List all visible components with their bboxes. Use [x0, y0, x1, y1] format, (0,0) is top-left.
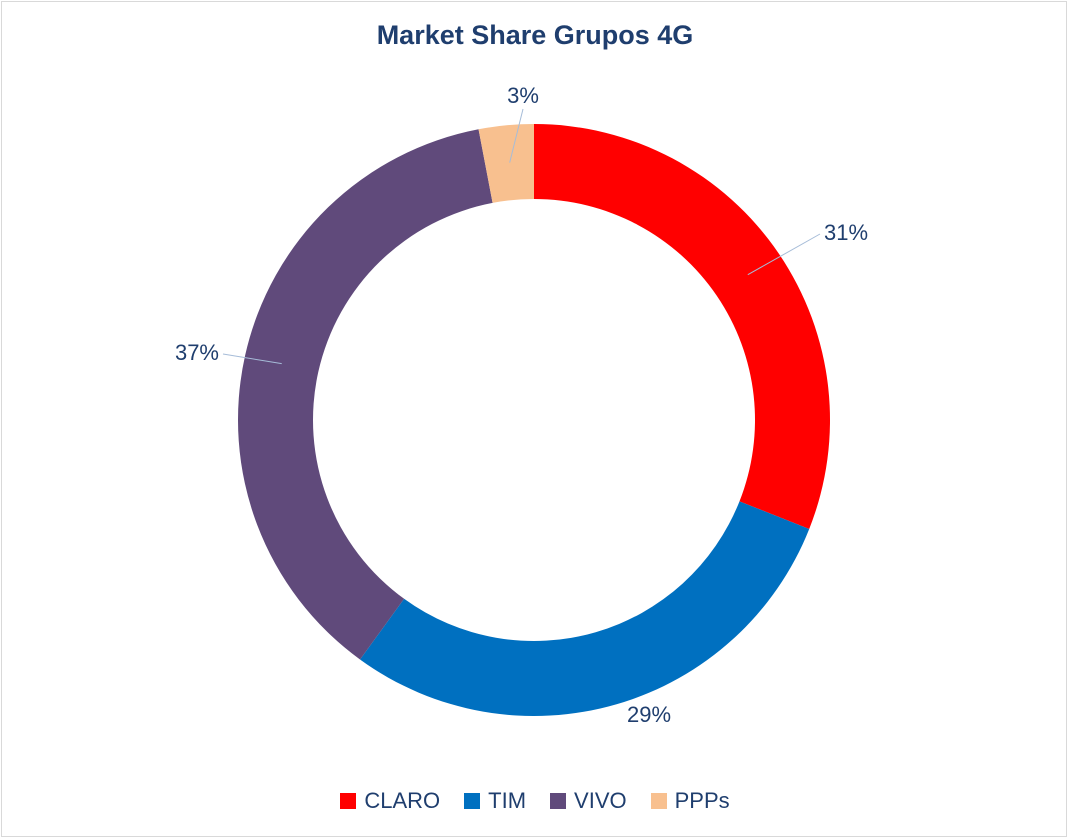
legend-item-tim: TIM: [464, 788, 526, 814]
donut-slice-claro: [534, 124, 830, 529]
legend-swatch-claro: [340, 793, 357, 809]
legend-item-vivo: VIVO: [550, 788, 627, 814]
leader-line-vivo: [222, 353, 282, 365]
legend-item-ppps: PPPs: [650, 788, 730, 814]
leader-line-claro: [747, 233, 821, 276]
donut-slice-vivo: [237, 129, 493, 660]
legend-label-claro: CLARO: [364, 788, 441, 813]
data-label-vivo: 37%: [175, 340, 219, 365]
data-label-claro: 31%: [824, 220, 868, 245]
chart-title: Market Share Grupos 4G: [376, 20, 694, 50]
leader-line-ppps: [509, 108, 524, 163]
legend-swatch-tim: [464, 793, 481, 809]
legend-swatch-vivo: [550, 793, 567, 809]
donut-slice-tim: [360, 501, 810, 716]
legend-label-vivo: VIVO: [574, 788, 627, 813]
data-label-tim: 29%: [627, 702, 671, 727]
data-label-ppps: 3%: [507, 83, 539, 108]
legend-label-ppps: PPPs: [674, 788, 730, 813]
donut-slice-ppps: [478, 124, 534, 203]
legend-swatch-ppps: [650, 793, 667, 809]
legend-item-claro: CLARO: [340, 788, 440, 814]
legend-label-tim: TIM: [488, 788, 527, 813]
legend: CLARO TIM VIVO PPPs: [0, 788, 1070, 814]
